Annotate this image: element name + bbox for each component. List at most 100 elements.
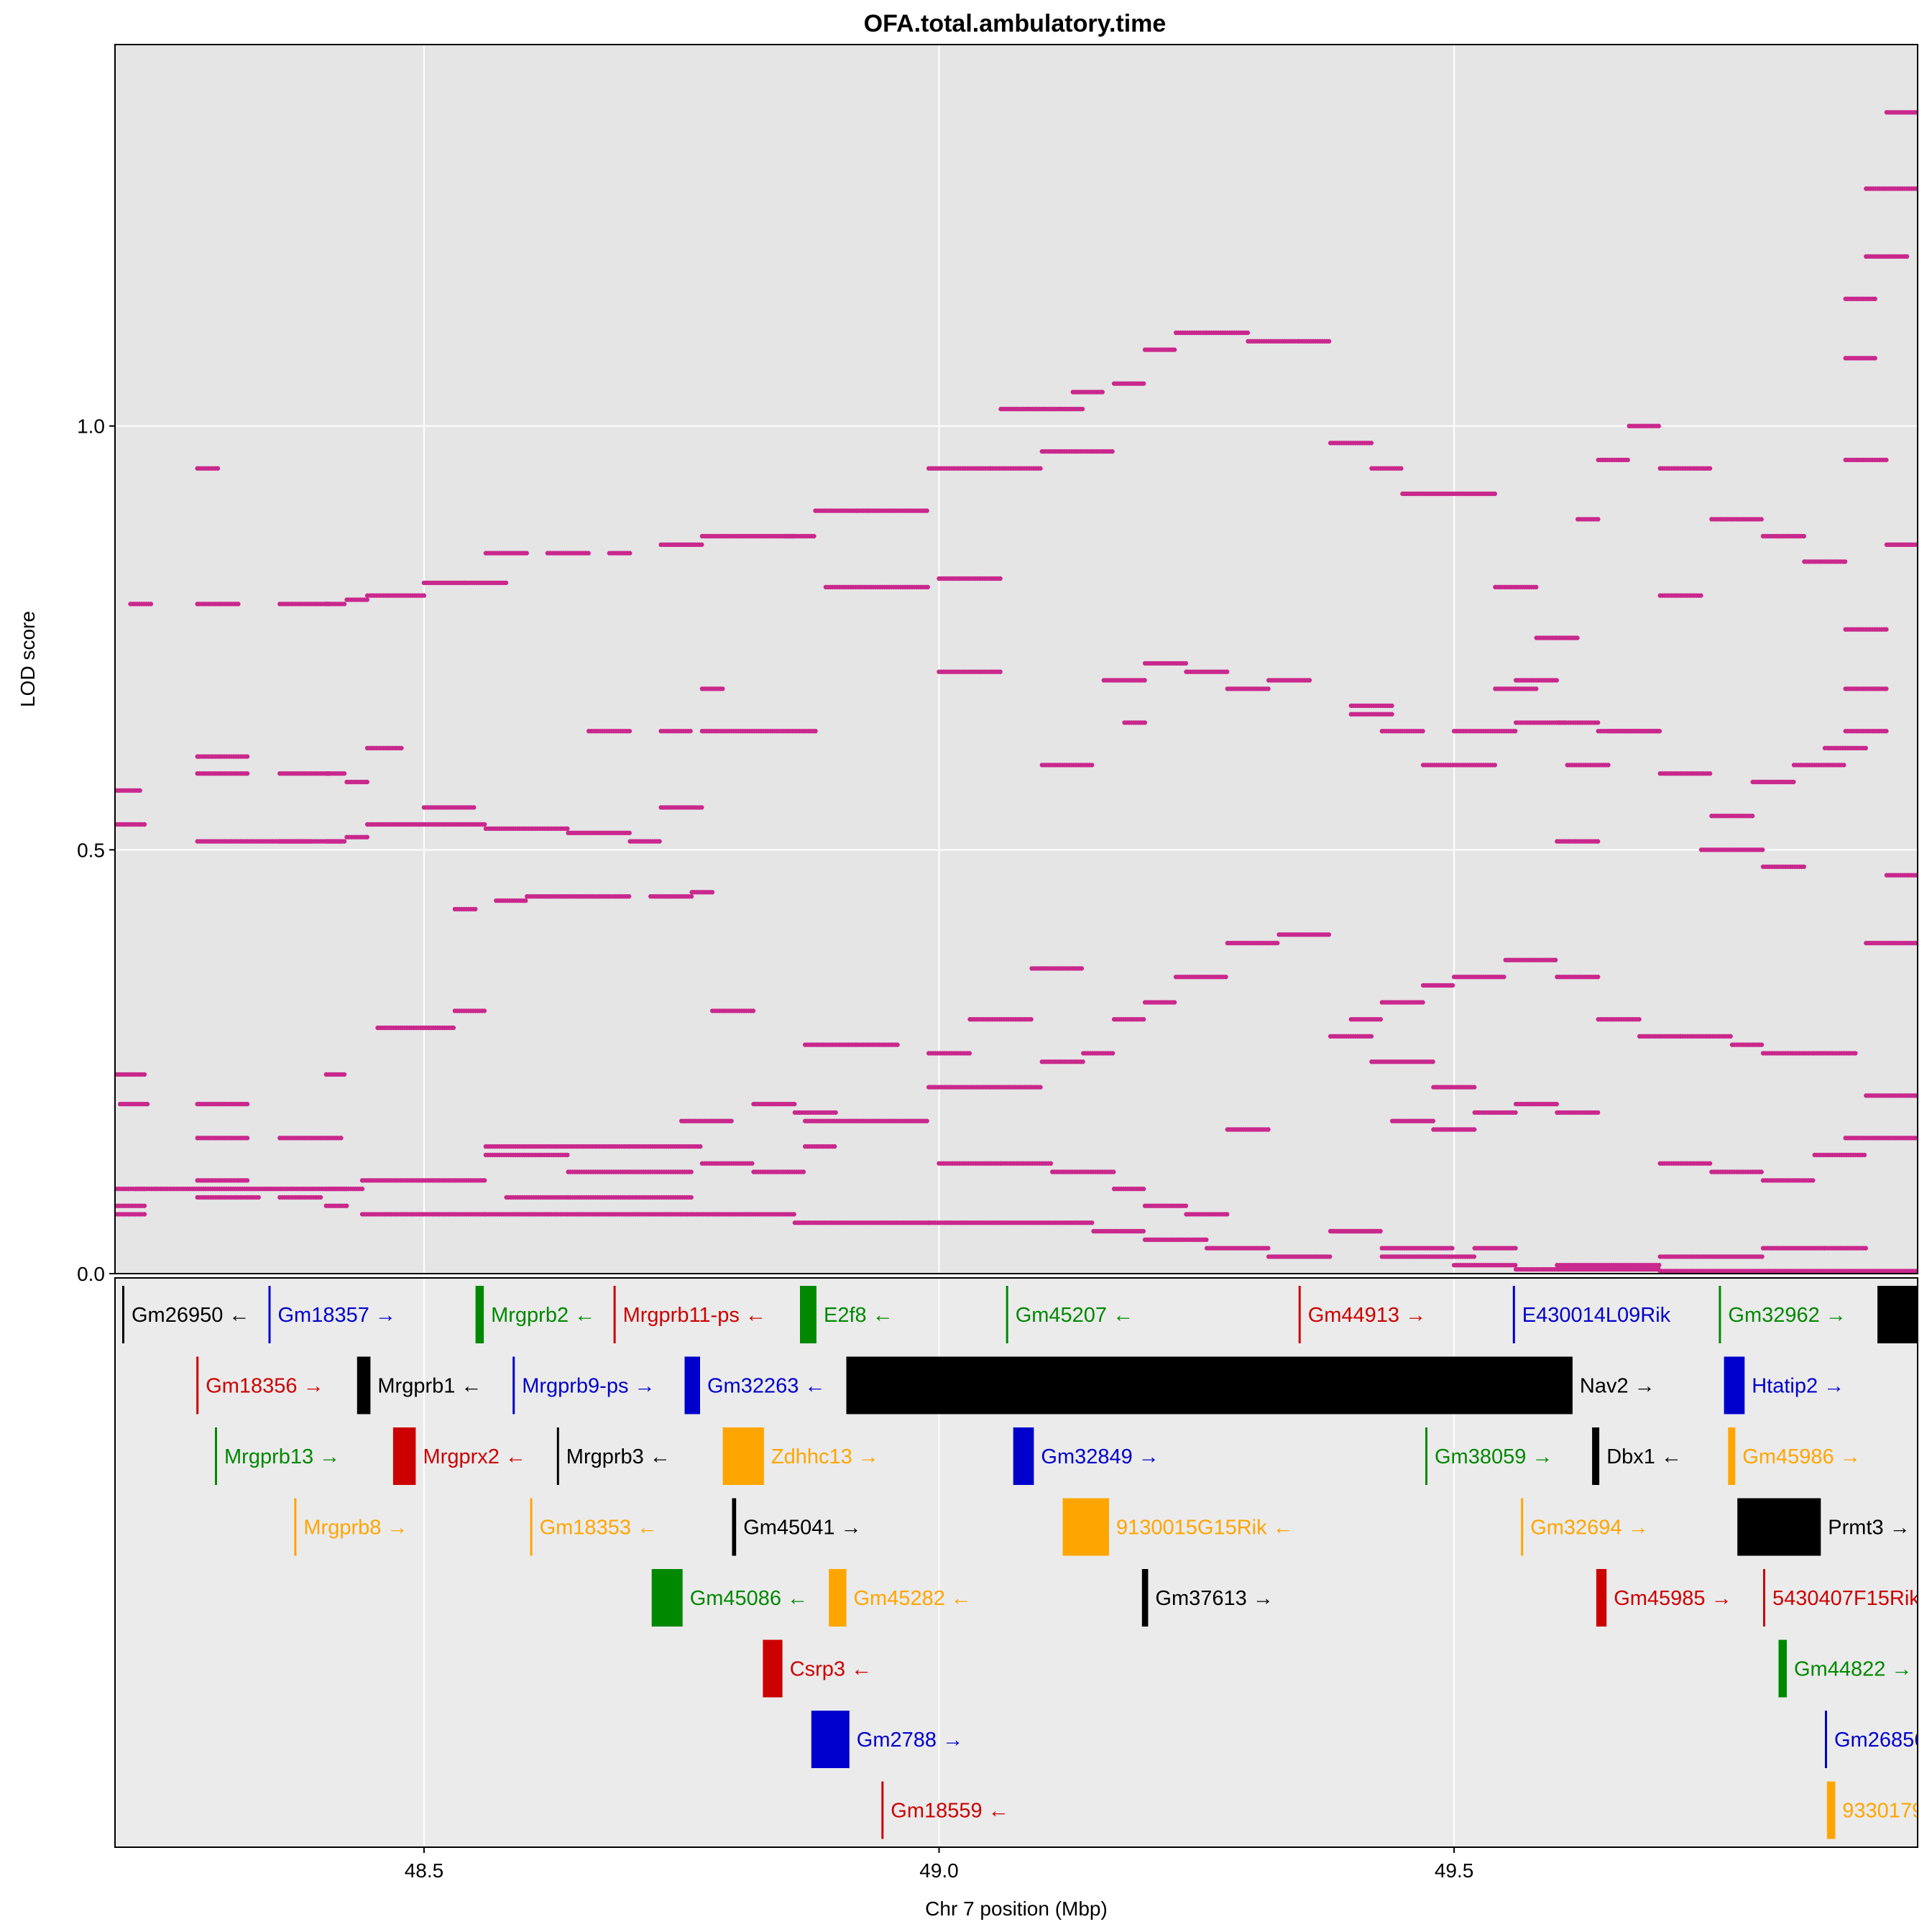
- lod-point: [1368, 1034, 1374, 1039]
- lod-point: [1513, 1263, 1518, 1268]
- lod-point-run: [1173, 330, 1208, 336]
- lod-point: [1090, 763, 1095, 768]
- lod-point-run: [1348, 1017, 1384, 1022]
- lod-point-run: [115, 822, 147, 827]
- lod-point: [811, 533, 816, 539]
- lod-point: [1749, 814, 1755, 819]
- lod-point-run: [1379, 1254, 1414, 1259]
- lod-point-run: [1657, 771, 1713, 776]
- lod-point: [318, 1195, 323, 1200]
- lod-point-run: [323, 1203, 349, 1208]
- lod-point-run: [1812, 1152, 1867, 1158]
- lod-point-run: [359, 1178, 487, 1183]
- lod-point: [1759, 1042, 1765, 1047]
- lod-point: [689, 1169, 694, 1174]
- lod-point: [1100, 390, 1105, 395]
- lod-point: [1728, 1034, 1733, 1039]
- lod-point: [364, 597, 369, 602]
- lod-point: [1904, 254, 1910, 259]
- lod-point: [1450, 1246, 1455, 1251]
- lod-point: [1420, 1000, 1425, 1005]
- lod-point: [1420, 729, 1425, 734]
- lod-point: [1307, 678, 1312, 683]
- lod-point: [699, 805, 704, 810]
- lod-point: [1275, 940, 1280, 946]
- lod-point-run: [118, 1101, 150, 1107]
- lod-point-run: [926, 466, 993, 471]
- lod-point-run: [699, 533, 796, 539]
- lod-point: [1245, 330, 1251, 336]
- lod-point-run: [1503, 957, 1558, 962]
- lod-point-run: [1750, 779, 1796, 785]
- lod-point: [1863, 745, 1868, 751]
- lod-point-run: [1451, 1263, 1518, 1268]
- lod-point-run: [452, 1008, 487, 1013]
- lod-point-run: [115, 1072, 147, 1077]
- lod-point-run: [1657, 1161, 1713, 1166]
- lod-point-run: [854, 508, 929, 513]
- lod-point-run: [699, 729, 818, 734]
- lod-point-run: [1843, 356, 1877, 361]
- lod-point-run: [483, 1152, 570, 1158]
- lod-points: [115, 110, 1918, 1274]
- lod-point-run: [1070, 390, 1105, 395]
- lod-point-run: [277, 771, 332, 776]
- lod-point-run: [364, 593, 427, 598]
- lod-point-run: [1297, 339, 1332, 344]
- lod-point: [1656, 423, 1661, 428]
- lod-point-run: [483, 1144, 631, 1149]
- lod-point-run: [988, 1085, 1043, 1090]
- lod-point: [1430, 1118, 1436, 1123]
- lod-point: [1575, 635, 1580, 640]
- lod-point: [341, 771, 347, 776]
- lod-point-run: [195, 1178, 250, 1183]
- lod-gridlines: [115, 45, 1918, 1274]
- lod-point-run: [359, 1212, 487, 1217]
- lod-point-run: [1225, 686, 1271, 691]
- lod-point-run: [658, 805, 704, 810]
- lod-point: [1657, 1263, 1662, 1268]
- lod-point-run: [1657, 466, 1713, 471]
- lod-point-run: [1534, 635, 1580, 640]
- lod-point-run: [1039, 448, 1115, 454]
- lod-point: [1513, 1246, 1518, 1251]
- lod-point-run: [1420, 763, 1455, 768]
- lod-point: [524, 551, 529, 556]
- lod-point: [236, 602, 241, 607]
- lod-point-run: [1204, 1246, 1271, 1251]
- lod-point-run: [1565, 763, 1611, 768]
- lod-point-run: [566, 830, 632, 836]
- lod-point-run: [607, 551, 632, 556]
- lod-point-run: [1555, 1110, 1601, 1116]
- lod-point-run: [483, 826, 570, 832]
- lod-point-run: [699, 686, 725, 691]
- lod-point: [1378, 1017, 1384, 1022]
- lod-point-run: [1864, 186, 1918, 191]
- lod-point: [1801, 864, 1806, 870]
- lod-point-run: [195, 754, 250, 759]
- lod-point-run: [1760, 533, 1806, 539]
- lod-point: [791, 1212, 796, 1217]
- lod-point: [364, 779, 369, 785]
- lod-point-run: [1400, 491, 1455, 497]
- lod-point: [1142, 678, 1147, 683]
- lod-point: [1326, 932, 1332, 937]
- lod-point-run: [1843, 686, 1889, 691]
- lod-point: [1038, 466, 1043, 471]
- lod-point: [1554, 678, 1559, 683]
- lod-point: [1791, 779, 1796, 785]
- lod-point: [1862, 1152, 1867, 1158]
- lod-point-run: [658, 729, 693, 734]
- lod-point: [523, 898, 528, 903]
- lod-point-run: [1142, 347, 1177, 352]
- lod-point: [1110, 1051, 1116, 1056]
- lod-point-run: [195, 1195, 261, 1200]
- lod-point-run: [1555, 1263, 1662, 1268]
- lod-point: [1884, 686, 1889, 691]
- lod-point: [451, 1025, 456, 1031]
- lod-point-run: [1091, 1228, 1146, 1234]
- lod-point: [1884, 457, 1889, 463]
- lod-point: [1472, 1127, 1477, 1132]
- lod-point: [1698, 593, 1703, 598]
- lod-point: [699, 542, 704, 547]
